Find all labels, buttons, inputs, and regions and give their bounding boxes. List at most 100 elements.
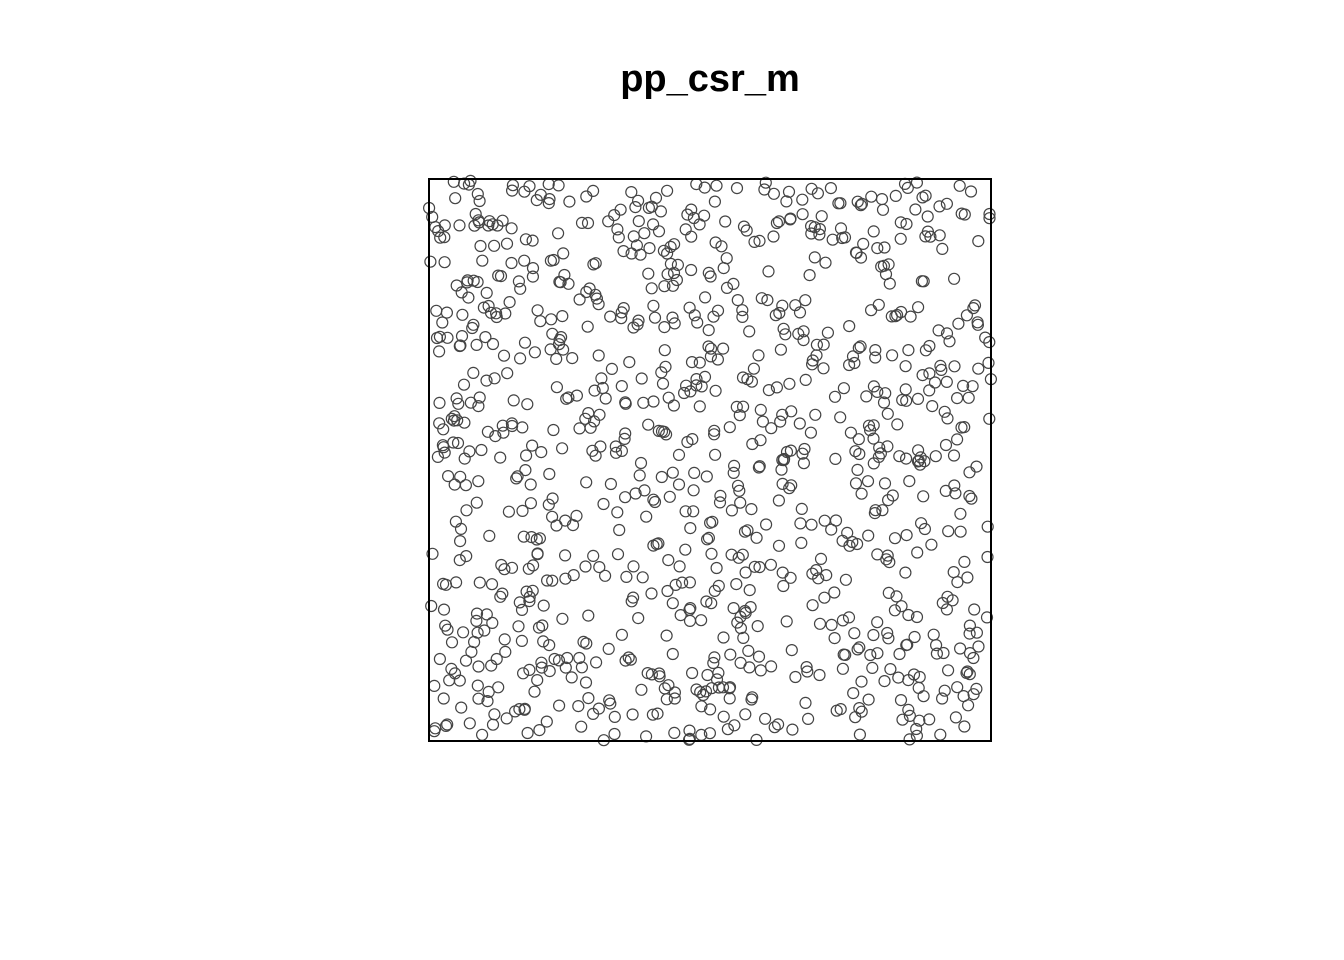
data-point: [970, 682, 983, 696]
data-point: [702, 340, 715, 353]
data-point: [486, 218, 499, 231]
data-point: [857, 237, 870, 250]
data-point: [655, 425, 669, 438]
data-point: [566, 518, 580, 532]
data-point: [903, 733, 916, 746]
data-point: [882, 632, 895, 645]
data-point: [656, 377, 670, 390]
data-point: [688, 309, 701, 322]
data-point: [972, 362, 985, 375]
data-point: [940, 327, 954, 340]
data-point: [797, 325, 810, 338]
data-point: [941, 664, 955, 677]
data-point: [599, 392, 612, 405]
data-point: [871, 647, 884, 660]
data-point: [707, 428, 721, 441]
data-point: [589, 257, 602, 270]
data-point: [478, 624, 491, 637]
data-point: [480, 286, 493, 299]
data-point: [486, 337, 500, 351]
data-point: [426, 547, 439, 560]
data-point: [431, 450, 444, 463]
data-point: [936, 242, 949, 255]
data-point: [560, 392, 573, 405]
data-point: [932, 324, 945, 337]
data-point: [615, 380, 628, 393]
data-point: [465, 645, 478, 659]
data-point: [943, 335, 956, 348]
data-point: [928, 376, 942, 389]
data-point: [550, 381, 564, 394]
data-point: [481, 694, 494, 708]
data-point: [748, 235, 761, 248]
data-point: [443, 674, 456, 687]
data-point: [684, 521, 697, 535]
data-point: [769, 309, 782, 322]
data-point: [918, 455, 931, 468]
data-point: [566, 352, 579, 365]
data-point: [586, 184, 600, 197]
data-point: [805, 518, 818, 531]
chart-title: pp_csr_m: [620, 58, 800, 100]
data-point: [929, 638, 943, 652]
data-point: [704, 350, 718, 363]
data-point: [450, 392, 463, 405]
data-point: [717, 262, 730, 275]
data-point: [963, 668, 976, 681]
data-point: [867, 457, 880, 470]
data-point: [700, 533, 714, 546]
data-point: [561, 651, 574, 665]
data-point: [963, 646, 977, 660]
data-point: [461, 274, 474, 287]
data-point: [743, 583, 756, 597]
data-point: [767, 187, 781, 200]
data-point: [537, 635, 550, 648]
data-point: [693, 400, 706, 413]
data-point: [453, 553, 466, 567]
data-point: [515, 634, 529, 648]
data-point: [777, 322, 790, 335]
data-point: [640, 510, 653, 523]
data-point: [558, 549, 572, 562]
data-point: [855, 487, 868, 500]
data-point: [611, 506, 624, 519]
data-point: [635, 683, 648, 696]
data-point: [878, 477, 892, 490]
data-point: [780, 615, 793, 628]
data-point: [667, 238, 681, 251]
data-point: [661, 584, 674, 598]
data-point: [472, 475, 485, 488]
data-point: [494, 451, 507, 464]
data-point: [559, 661, 572, 674]
data-point: [777, 454, 790, 467]
data-point: [505, 184, 519, 197]
data-point: [938, 405, 951, 418]
data-point: [542, 197, 555, 210]
data-point: [727, 459, 741, 472]
data-point: [438, 231, 451, 244]
data-point: [795, 502, 808, 515]
data-point: [707, 656, 720, 670]
data-point: [457, 378, 471, 391]
data-point: [801, 665, 814, 678]
data-point: [563, 195, 576, 208]
data-point: [624, 653, 637, 666]
data-point: [854, 340, 867, 353]
data-point: [586, 707, 600, 721]
data-point: [814, 552, 828, 566]
data-point: [737, 220, 751, 233]
data-point: [703, 703, 717, 716]
data-point: [703, 727, 717, 740]
data-point: [518, 254, 531, 267]
data-point: [521, 726, 534, 740]
data-point: [672, 478, 686, 491]
data-point: [518, 336, 532, 349]
data-point: [433, 345, 446, 358]
data-point: [771, 718, 785, 731]
data-point: [714, 489, 727, 502]
data-point: [673, 560, 686, 573]
data-point: [470, 607, 484, 620]
data-point: [438, 446, 451, 459]
data-point: [470, 338, 483, 351]
data-point: [467, 318, 480, 331]
